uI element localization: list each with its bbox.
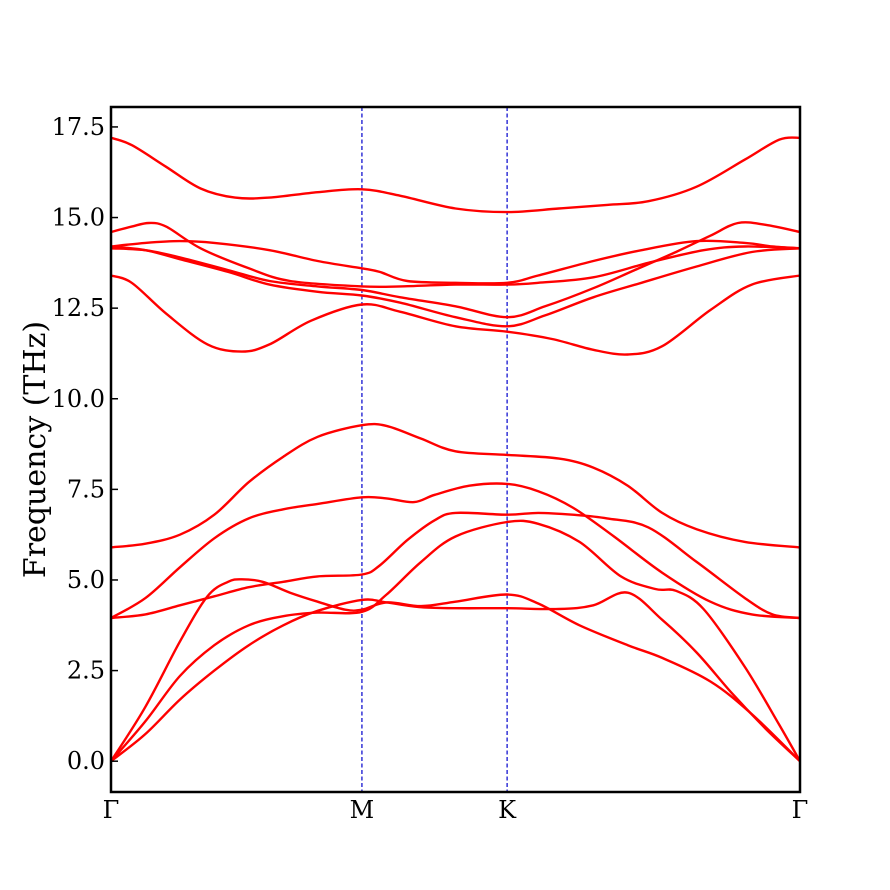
- y-tick-label: 5.0: [67, 566, 105, 594]
- x-tick-label: Γ: [103, 796, 120, 824]
- x-tick-label: K: [498, 796, 517, 824]
- high-symmetry-dividers: [361, 107, 508, 792]
- band-line-8: [110, 245, 801, 328]
- phonon-bands: [109, 136, 802, 763]
- band-line-10: [110, 221, 801, 289]
- y-axis-label: Frequency (THz): [18, 321, 53, 578]
- y-tick-label: 10.0: [52, 385, 105, 413]
- y-tick-label: 15.0: [52, 204, 105, 232]
- band-line-7: [110, 274, 801, 356]
- y-tick-label: 17.5: [52, 113, 105, 141]
- y-axis-ticks: 0.0 2.5 5.0 7.5 10.0 12.5 15.0 17.5: [52, 113, 118, 775]
- band-line-3: [110, 519, 802, 762]
- x-tick-label: Γ: [792, 796, 809, 824]
- band-line-4: [110, 511, 801, 620]
- band-line-12: [110, 136, 801, 214]
- x-tick-label: M: [350, 796, 375, 824]
- band-line-5: [110, 482, 801, 620]
- y-tick-label: 7.5: [67, 475, 105, 503]
- plot-frame: [109, 105, 802, 794]
- band-line-6: [110, 422, 801, 549]
- y-tick-label: 2.5: [67, 657, 105, 685]
- band-line-2: [110, 591, 801, 763]
- band-line-9: [110, 221, 801, 319]
- y-tick-label: 0.0: [67, 747, 105, 775]
- y-tick-label: 12.5: [52, 294, 105, 322]
- band-line-11: [110, 239, 801, 285]
